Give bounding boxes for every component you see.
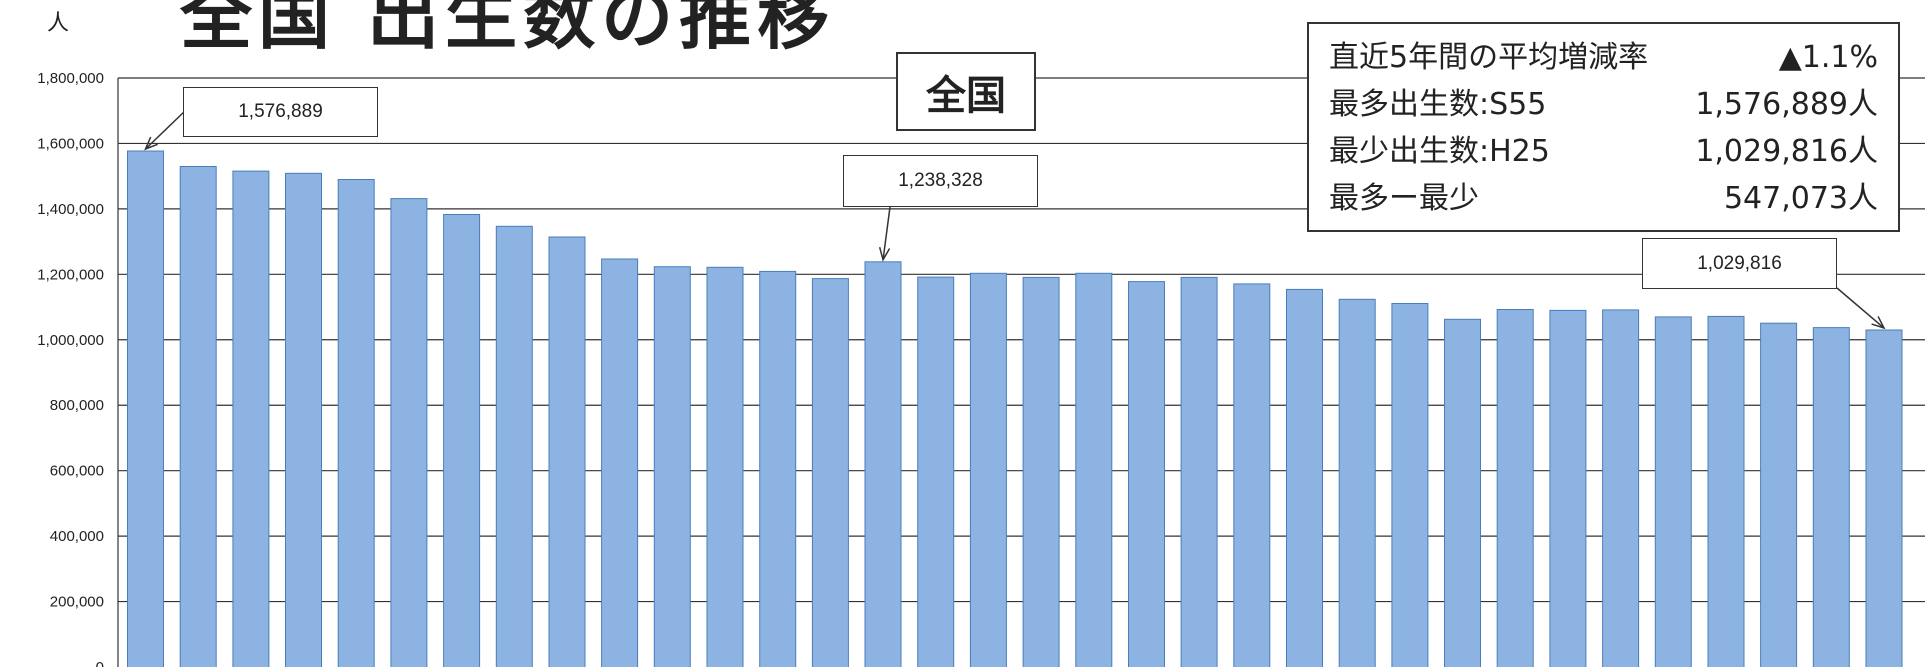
y-axis-ticks: 0 200,000 400,000 600,000 800,000 1,000,000 1,… [37,70,104,667]
y-tick-label: 1,000,000 [37,332,104,349]
stat-label: 最多ー最少 [1329,181,1479,216]
y-tick-label: 200,000 [50,594,104,611]
y-tick-label: 1,800,000 [37,70,104,87]
region-label-box: 全国 [896,52,1036,131]
callout-leader-line [144,109,187,150]
callout-arrowhead [878,247,891,262]
bar [1391,303,1429,667]
bars [127,150,1903,667]
stat-value: 1,029,816人 [1695,134,1878,169]
bar [1286,288,1323,667]
callout-arrowhead [1871,316,1886,330]
bar [495,225,533,667]
bar [1812,327,1850,667]
bar [1602,309,1640,667]
stat-value: ▲1.1% [1778,40,1878,75]
bar [1338,298,1376,667]
callout-leader-line [1836,287,1885,329]
bar [653,266,691,667]
bar [1496,309,1534,667]
stat-row-avg-change: 直近5年間の平均増減率 ▲1.1% [1329,34,1878,81]
bar [1549,309,1587,667]
bar [1865,329,1903,667]
data-label-callout-peak: 1,238,328 [843,155,1038,207]
bar [811,278,849,667]
bar [548,236,586,667]
bar [179,166,217,667]
bar [969,272,1007,667]
y-tick-label: 0 [96,659,104,667]
bar [1444,318,1481,667]
bar [390,198,428,667]
callout-arrowhead [144,136,158,151]
callout-leader-line [882,206,891,260]
bar [1180,276,1218,667]
bar [864,261,902,667]
y-tick-label: 800,000 [50,397,104,414]
data-label-callout-min: 1,029,816 [1642,238,1837,289]
bar [127,150,164,667]
stat-row-min-births: 最少出生数:H25 1,029,816人 [1329,128,1878,175]
y-tick-label: 1,400,000 [37,201,104,218]
bar [759,270,797,667]
stat-label: 最多出生数:S55 [1329,87,1547,122]
bar [285,172,322,667]
y-axis-unit-label: 人 [47,11,69,36]
bar [232,170,270,667]
stat-label: 最少出生数:H25 [1329,134,1550,169]
stat-value: 547,073人 [1723,181,1878,216]
y-tick-label: 1,600,000 [37,135,104,152]
bar [1760,322,1798,667]
y-tick-label: 600,000 [50,463,104,480]
bar [706,266,744,667]
y-tick-label: 1,200,000 [37,266,104,283]
data-label-callout-max: 1,576,889 [183,87,378,137]
stat-value: 1,576,889人 [1695,87,1878,122]
bar [1128,281,1165,667]
y-tick-label: 400,000 [50,528,104,545]
bar [1707,315,1745,667]
bar [917,276,955,667]
stats-summary-box: 直近5年間の平均増減率 ▲1.1% 最多出生数:S55 1,576,889人 最… [1307,22,1900,232]
bar [1654,316,1692,667]
page-title: 全国 出生数の推移 [180,0,836,59]
stat-row-max-births: 最多出生数:S55 1,576,889人 [1329,81,1878,128]
callout-arrows [144,109,1886,330]
stat-row-difference: 最多ー最少 547,073人 [1329,175,1878,222]
bar [1022,276,1060,667]
stat-label: 直近5年間の平均増減率 [1329,40,1649,75]
bar [443,214,481,667]
bar [337,179,375,667]
bar [1233,283,1271,667]
bar [601,258,639,667]
bar [1075,272,1113,667]
